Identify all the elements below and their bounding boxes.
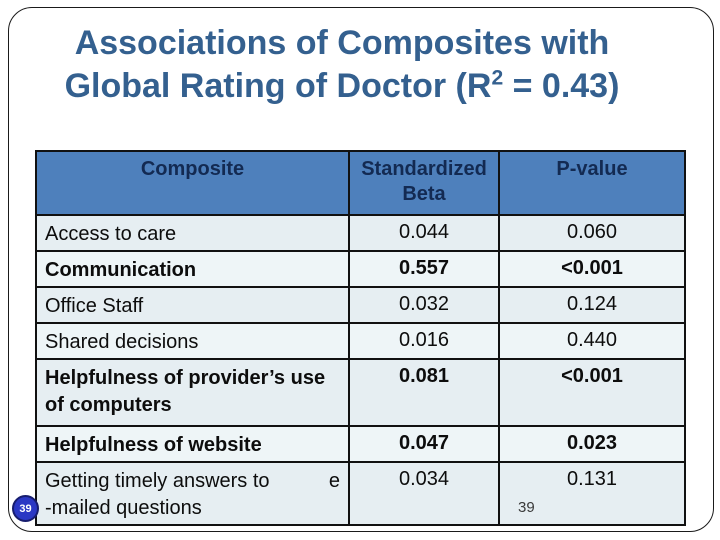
slide-title: Associations of Composites with Global R… <box>28 22 656 107</box>
table-row-office-staff: Office Staff 0.032 0.124 <box>35 286 686 324</box>
composite-label-cell: Communication <box>35 250 350 288</box>
slide-number-text: 39 <box>518 499 535 516</box>
p-value-cell: <0.001 <box>498 358 686 427</box>
slide-number-badge: 39 <box>12 495 39 522</box>
composite-label-cell: Access to care <box>35 214 350 252</box>
beta-value-cell: 0.557 <box>348 250 500 288</box>
column-header-p-value: P-value <box>498 150 686 216</box>
beta-value-cell: 0.081 <box>348 358 500 427</box>
p-value-cell: 0.440 <box>498 322 686 360</box>
composite-label-cell: Office Staff <box>35 286 350 324</box>
beta-value-cell: 0.044 <box>348 214 500 252</box>
p-value-cell: 0.060 <box>498 214 686 252</box>
column-header-standardized-beta: Standardized Beta <box>348 150 500 216</box>
composites-table: Composite Standardized Beta P-value Acce… <box>35 150 686 526</box>
composite-label-cell: Helpfulness of provider’s use of compute… <box>35 358 350 427</box>
column-header-composite: Composite <box>35 150 350 216</box>
table-row-access-to-care: Access to care 0.044 0.060 <box>35 214 686 252</box>
table-row-timely-email-answers: Getting timely answers to e -mailed quest… <box>35 461 686 526</box>
p-value-cell: 0.023 <box>498 425 686 463</box>
table-header-row: Composite Standardized Beta P-value <box>35 150 686 216</box>
p-value-cell: 0.131 <box>498 461 686 526</box>
composite-label-cell: Helpfulness of website <box>35 425 350 463</box>
beta-value-cell: 0.047 <box>348 425 500 463</box>
beta-value-cell: 0.016 <box>348 322 500 360</box>
table-row-helpfulness-provider-computers: Helpfulness of provider’s use of compute… <box>35 358 686 427</box>
table-row-shared-decisions: Shared decisions 0.016 0.440 <box>35 322 686 360</box>
table-row-helpfulness-website: Helpfulness of website 0.047 0.023 <box>35 425 686 463</box>
r-squared-superscript: 2 <box>491 66 504 90</box>
composite-label-cell: Shared decisions <box>35 322 350 360</box>
beta-value-cell: 0.034 <box>348 461 500 526</box>
composite-label-cell: Getting timely answers to e -mailed quest… <box>35 461 350 526</box>
beta-value-cell: 0.032 <box>348 286 500 324</box>
title-line-1: Associations of Composites with <box>74 24 610 62</box>
p-value-cell: <0.001 <box>498 250 686 288</box>
title-line-2: Global Rating of Doctor (R2 = 0.43) <box>64 66 620 105</box>
p-value-cell: 0.124 <box>498 286 686 324</box>
table-row-communication: Communication 0.557 <0.001 <box>35 250 686 288</box>
